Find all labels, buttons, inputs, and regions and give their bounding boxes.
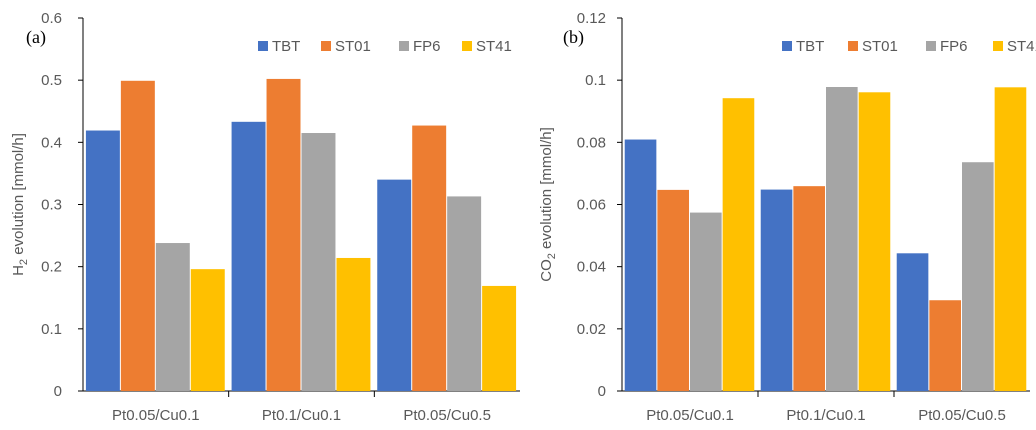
legend-swatch-tbt (258, 41, 268, 51)
bar-fp6-2 (301, 133, 336, 391)
x-tick-label: Pt0.05/Cu0.5 (918, 407, 1006, 424)
bar-st41-1 (722, 98, 755, 391)
y-tick-label: 0.12 (577, 10, 606, 27)
legend-swatch-st41 (993, 41, 1003, 51)
bar-st01-1 (657, 189, 689, 391)
panel-label: (a) (26, 27, 46, 48)
y-tick-label: 0.5 (41, 72, 62, 89)
y-tick-label: 0.04 (577, 259, 606, 276)
bar-fp6-1 (155, 243, 190, 391)
legend-swatch-st41 (462, 41, 472, 51)
bar-st41-2 (858, 92, 891, 391)
bar-fp6-3 (962, 162, 994, 391)
legend-label-tbt: TBT (272, 38, 300, 55)
chart-panel-b: 0 0.02 0.04 0.06 0.08 0.1 0.12 Pt0.05/Cu0.1 Pt0.… (538, 10, 1036, 424)
y-tick-label: 0.6 (41, 10, 62, 27)
x-tick-label: Pt0.1/Cu0.1 (262, 407, 341, 424)
y-tick-label: 0.4 (41, 134, 62, 151)
legend-label-st41: ST41 (476, 38, 512, 55)
x-tick-label: Pt0.05/Cu0.5 (403, 407, 491, 424)
legend-swatch-st01 (321, 41, 331, 51)
legend-swatch-tbt (782, 41, 792, 51)
bar-st41-2 (336, 257, 371, 391)
y-tick-label: 0.06 (577, 197, 606, 214)
bar-tbt-1 (85, 130, 120, 391)
y-axis-label: CO2 evolution [mmol/h] (538, 127, 558, 282)
bar-st41-3 (994, 87, 1027, 392)
legend-label-tbt: TBT (796, 38, 824, 55)
y-tick-label: 0 (598, 383, 606, 400)
bar-tbt-2 (231, 121, 266, 392)
y-tick-label: 0.2 (41, 259, 62, 276)
y-tick-label: 0.08 (577, 134, 606, 151)
bar-fp6-1 (690, 212, 722, 391)
bar-tbt-3 (896, 253, 929, 391)
x-tick-label: Pt0.05/Cu0.1 (112, 407, 200, 424)
y-tick-label: 0 (54, 383, 62, 400)
legend-label-fp6: FP6 (413, 38, 441, 55)
bar-tbt-3 (377, 179, 412, 391)
bar-st41-1 (190, 269, 225, 391)
legend-swatch-fp6 (399, 41, 409, 51)
bar-st01-1 (120, 80, 155, 391)
panel-label: (b) (563, 27, 584, 48)
y-tick-label: 0.02 (577, 321, 606, 338)
bar-st01-3 (412, 125, 447, 391)
legend-label-st41: ST41 (1007, 38, 1036, 55)
bar-st41-3 (482, 285, 517, 391)
y-tick-label: 0.3 (41, 197, 62, 214)
bar-st01-2 (266, 78, 301, 391)
bar-fp6-2 (826, 87, 858, 391)
legend-label-st01: ST01 (335, 38, 371, 55)
legend-swatch-st01 (848, 41, 858, 51)
y-axis-label: H2 evolution [mmol/h] (10, 133, 30, 276)
chart-panel-a: 0 0.1 0.2 0.3 0.4 0.5 0.6 Pt0.05/Cu0.1 Pt0.1/Cu0… (10, 10, 520, 424)
bar-fp6-3 (447, 196, 482, 391)
bar-tbt-1 (624, 139, 657, 391)
x-tick-label: Pt0.05/Cu0.1 (646, 407, 734, 424)
legend-swatch-fp6 (926, 41, 936, 51)
y-tick-label: 0.1 (41, 321, 62, 338)
y-tick-label: 0.1 (585, 72, 606, 89)
legend-label-fp6: FP6 (940, 38, 968, 55)
bar-tbt-2 (760, 189, 793, 391)
legend-label-st01: ST01 (862, 38, 898, 55)
bar-st01-3 (929, 300, 961, 391)
x-tick-label: Pt0.1/Cu0.1 (786, 407, 865, 424)
bar-st01-2 (793, 186, 825, 391)
